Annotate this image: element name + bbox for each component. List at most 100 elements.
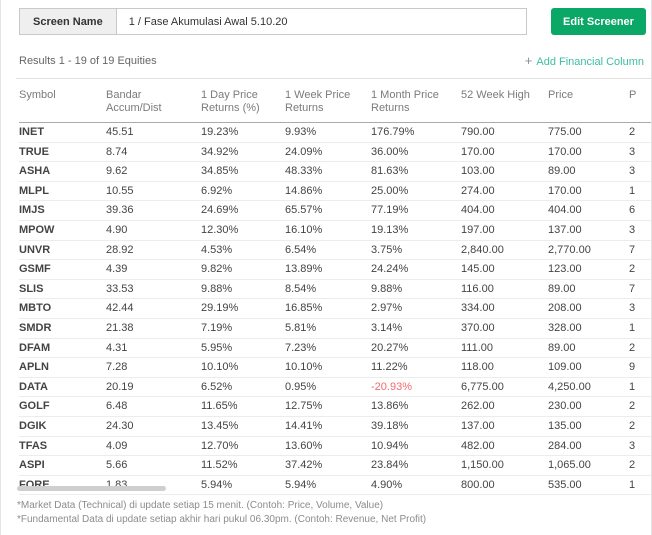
cell-week52_high: 137.00	[461, 416, 548, 437]
results-divider	[16, 78, 651, 79]
table-row: GOLF 6.48 11.65% 12.75% 13.86% 262.00 230.00 2	[19, 396, 651, 417]
cell-price: 89.00	[548, 338, 629, 359]
cell-p_clipped: 7	[629, 240, 651, 261]
cell-month_price_returns: 4.90%	[371, 475, 461, 496]
cell-p_clipped: 1	[629, 318, 651, 339]
symbol-link[interactable]: APLN	[19, 357, 106, 378]
symbol-link[interactable]: DATA	[19, 377, 106, 398]
cell-week52_high: 2,840.00	[461, 240, 548, 261]
cell-price: 535.00	[548, 475, 629, 496]
column-header-week52_high[interactable]: 52 Week High	[461, 79, 548, 123]
table-body: INET 45.51 19.23% 9.93% 176.79% 790.00 775.00 2…	[19, 122, 651, 496]
plus-icon: +	[524, 53, 533, 68]
symbol-link[interactable]: ASHA	[19, 161, 106, 182]
table-row: SLIS 33.53 9.88% 8.54% 9.88% 116.00 89.00 7	[19, 279, 651, 300]
cell-price: 404.00	[548, 200, 629, 221]
cell-day_price_returns: 6.52%	[201, 377, 285, 398]
cell-day_price_returns: 12.70%	[201, 436, 285, 457]
symbol-link[interactable]: MLPL	[19, 181, 106, 202]
cell-month_price_returns: -20.93%	[371, 377, 461, 398]
footnotes: *Market Data (Technical) di update setia…	[17, 499, 426, 527]
table-header: Symbol Bandar Accum/Dist 1 Day Price Retur…	[19, 79, 651, 123]
cell-month_price_returns: 10.94%	[371, 436, 461, 457]
horizontal-scrollbar[interactable]	[1, 486, 651, 492]
symbol-link[interactable]: IMJS	[19, 200, 106, 221]
symbol-link[interactable]: ASPI	[19, 455, 106, 476]
symbol-link[interactable]: UNVR	[19, 240, 106, 261]
cell-month_price_returns: 24.24%	[371, 259, 461, 280]
symbol-link[interactable]: SMDR	[19, 318, 106, 339]
table-row: DGIK 24.30 13.45% 14.41% 39.18% 137.00 135.00 2	[19, 416, 651, 437]
cell-month_price_returns: 3.14%	[371, 318, 461, 339]
scrollbar-thumb[interactable]	[17, 486, 166, 491]
symbol-link[interactable]: DGIK	[19, 416, 106, 437]
cell-day_price_returns: 19.23%	[201, 122, 285, 143]
table-row: TRUE 8.74 34.92% 24.09% 36.00% 170.00 170.00 3	[19, 142, 651, 163]
table-row: MLPL 10.55 6.92% 14.86% 25.00% 274.00 170.00 1	[19, 181, 651, 202]
cell-week52_high: 262.00	[461, 396, 548, 417]
header-row: Symbol Bandar Accum/Dist 1 Day Price Retur…	[19, 79, 651, 123]
column-header-week_price_returns[interactable]: 1 Week Price Returns	[285, 79, 371, 123]
cell-week52_high: 116.00	[461, 279, 548, 300]
cell-p_clipped: 2	[629, 338, 651, 359]
cell-week_price_returns: 14.86%	[285, 181, 371, 202]
symbol-link[interactable]: INET	[19, 122, 106, 143]
symbol-link[interactable]: DFAM	[19, 338, 106, 359]
cell-price: 89.00	[548, 279, 629, 300]
cell-day_price_returns: 12.30%	[201, 220, 285, 241]
cell-day_price_returns: 6.92%	[201, 181, 285, 202]
cell-day_price_returns: 13.45%	[201, 416, 285, 437]
table-row: MPOW 4.90 12.30% 16.10% 19.13% 197.00 137.00 3	[19, 220, 651, 241]
cell-p_clipped: 3	[629, 161, 651, 182]
symbol-link[interactable]: SLIS	[19, 279, 106, 300]
footnote-fundamental-data: *Fundamental Data di update setiap akhir…	[17, 514, 427, 525]
cell-day_price_returns: 11.52%	[201, 455, 285, 476]
cell-month_price_returns: 23.84%	[371, 455, 461, 476]
column-header-month_price_returns[interactable]: 1 Month Price Returns	[371, 79, 461, 123]
symbol-link[interactable]: GSMF	[19, 259, 106, 280]
cell-day_price_returns: 9.82%	[201, 259, 285, 280]
cell-day_price_returns: 4.53%	[201, 240, 285, 261]
column-header-p_clipped[interactable]: P	[629, 79, 651, 123]
cell-week_price_returns: 9.93%	[285, 122, 371, 143]
cell-price: 89.00	[548, 161, 629, 182]
cell-p_clipped: 9	[629, 357, 651, 378]
cell-day_price_returns: 34.92%	[201, 142, 285, 163]
cell-month_price_returns: 3.75%	[371, 240, 461, 261]
cell-week_price_returns: 13.89%	[285, 259, 371, 280]
cell-week52_high: 370.00	[461, 318, 548, 339]
symbol-link[interactable]: GOLF	[19, 396, 106, 417]
cell-week52_high: 118.00	[461, 357, 548, 378]
column-header-bandar_accum_dist[interactable]: Bandar Accum/Dist	[106, 79, 201, 123]
cell-bandar_accum_dist: 28.92	[106, 240, 201, 261]
cell-price: 137.00	[548, 220, 629, 241]
symbol-link[interactable]: TFAS	[19, 436, 106, 457]
column-header-price[interactable]: Price	[548, 79, 629, 123]
cell-week_price_returns: 14.41%	[285, 416, 371, 437]
cell-day_price_returns: 10.10%	[201, 357, 285, 378]
symbol-link[interactable]: TRUE	[19, 142, 106, 163]
edit-screener-button[interactable]: Edit Screener	[551, 8, 646, 35]
cell-week_price_returns: 16.10%	[285, 220, 371, 241]
symbol-link[interactable]: MPOW	[19, 220, 106, 241]
cell-p_clipped: 1	[629, 181, 651, 202]
cell-price: 109.00	[548, 357, 629, 378]
cell-bandar_accum_dist: 7.28	[106, 357, 201, 378]
table-row: TFAS 4.09 12.70% 13.60% 10.94% 482.00 284.00 3	[19, 436, 651, 457]
screen-name-bar: Screen Name Edit Screener	[1, 0, 651, 35]
cell-bandar_accum_dist: 21.38	[106, 318, 201, 339]
cell-bandar_accum_dist: 4.09	[106, 436, 201, 457]
screen-name-input[interactable]	[116, 8, 527, 35]
add-financial-column-button[interactable]: + Add Financial Column	[525, 53, 644, 68]
cell-price: 284.00	[548, 436, 629, 457]
cell-bandar_accum_dist: 8.74	[106, 142, 201, 163]
symbol-link[interactable]: MBTO	[19, 298, 106, 319]
cell-bandar_accum_dist: 33.53	[106, 279, 201, 300]
column-header-day_price_returns[interactable]: 1 Day Price Returns (%)	[201, 79, 285, 123]
column-header-symbol[interactable]: Symbol	[19, 79, 106, 123]
footnote-market-data: *Market Data (Technical) di update setia…	[17, 500, 384, 511]
cell-price: 170.00	[548, 181, 629, 202]
cell-p_clipped: 2	[629, 396, 651, 417]
cell-month_price_returns: 20.27%	[371, 338, 461, 359]
